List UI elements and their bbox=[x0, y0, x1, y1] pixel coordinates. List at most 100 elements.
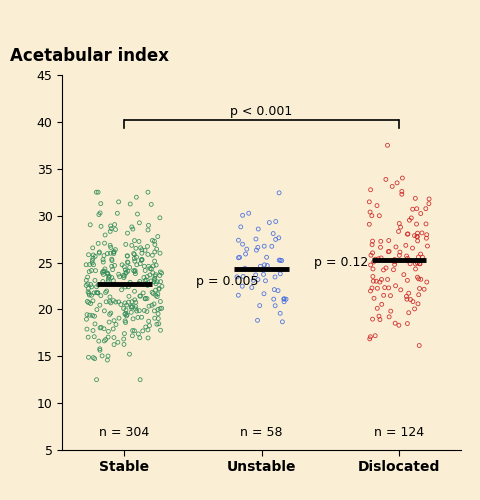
Point bbox=[153, 245, 160, 253]
Point bbox=[115, 314, 123, 322]
Point bbox=[397, 223, 405, 231]
Point bbox=[375, 212, 383, 220]
Point bbox=[99, 270, 107, 278]
Point bbox=[109, 296, 117, 304]
Point bbox=[372, 332, 379, 340]
Point bbox=[99, 256, 107, 264]
Point bbox=[100, 337, 108, 345]
Point bbox=[280, 295, 288, 303]
Point bbox=[88, 266, 96, 274]
Point bbox=[122, 306, 130, 314]
Point bbox=[139, 327, 146, 335]
Point bbox=[86, 221, 94, 229]
Point bbox=[91, 312, 98, 320]
Point bbox=[109, 266, 117, 274]
Point bbox=[108, 256, 116, 264]
Point bbox=[239, 240, 246, 248]
Point bbox=[409, 205, 417, 213]
Point bbox=[423, 242, 431, 250]
Point bbox=[94, 289, 102, 297]
Point bbox=[400, 270, 408, 278]
Point bbox=[85, 291, 93, 299]
Point bbox=[108, 255, 116, 263]
Point bbox=[142, 294, 149, 302]
Point bbox=[137, 292, 144, 300]
Point bbox=[88, 259, 96, 267]
Point bbox=[84, 273, 92, 281]
Point bbox=[391, 256, 398, 264]
Point bbox=[414, 259, 421, 267]
Point bbox=[84, 333, 92, 341]
Point bbox=[406, 216, 413, 224]
Point bbox=[88, 256, 96, 264]
Point bbox=[122, 318, 130, 326]
Point bbox=[84, 298, 91, 306]
Point bbox=[91, 320, 99, 328]
Point bbox=[86, 311, 94, 319]
Point bbox=[125, 283, 132, 291]
Point bbox=[132, 298, 140, 306]
Point bbox=[276, 256, 283, 264]
Point bbox=[111, 220, 119, 228]
Point bbox=[111, 262, 119, 270]
Point bbox=[128, 302, 135, 310]
Point bbox=[120, 330, 128, 338]
Point bbox=[97, 200, 105, 207]
Point bbox=[252, 246, 260, 254]
Text: n = 58: n = 58 bbox=[240, 426, 283, 439]
Point bbox=[124, 267, 132, 275]
Point bbox=[144, 334, 152, 342]
Point bbox=[108, 262, 116, 270]
Point bbox=[131, 288, 138, 296]
Point bbox=[104, 250, 111, 258]
Point bbox=[152, 280, 160, 287]
Point bbox=[95, 240, 102, 248]
Point bbox=[120, 340, 128, 348]
Point bbox=[94, 281, 102, 289]
Point bbox=[144, 188, 152, 196]
Point bbox=[123, 311, 131, 319]
Point bbox=[156, 298, 164, 306]
Point bbox=[93, 188, 100, 196]
Point bbox=[398, 188, 406, 196]
Point bbox=[103, 269, 111, 277]
Point bbox=[366, 335, 373, 343]
Point bbox=[367, 333, 374, 341]
Point bbox=[85, 290, 93, 298]
Point bbox=[412, 260, 420, 268]
Point bbox=[138, 246, 146, 254]
Point bbox=[125, 292, 133, 300]
Point bbox=[150, 300, 158, 308]
Point bbox=[101, 239, 108, 247]
Point bbox=[148, 252, 156, 260]
Point bbox=[142, 276, 150, 284]
Point bbox=[141, 266, 149, 274]
Point bbox=[276, 310, 284, 318]
Point bbox=[149, 268, 156, 276]
Point bbox=[106, 298, 114, 306]
Point bbox=[239, 282, 246, 290]
Point bbox=[395, 228, 402, 235]
Point bbox=[151, 240, 159, 248]
Point bbox=[242, 250, 250, 258]
Point bbox=[135, 219, 143, 227]
Point bbox=[151, 314, 158, 322]
Point bbox=[260, 270, 267, 278]
Point bbox=[382, 176, 390, 184]
Point bbox=[146, 264, 154, 272]
Point bbox=[369, 265, 377, 273]
Point bbox=[414, 300, 422, 308]
Point bbox=[235, 291, 242, 299]
Point bbox=[116, 272, 123, 280]
Point bbox=[263, 254, 270, 262]
Point bbox=[413, 204, 420, 212]
Point bbox=[411, 232, 419, 239]
Point bbox=[133, 261, 141, 269]
Point bbox=[138, 249, 145, 257]
Point bbox=[404, 320, 411, 328]
Point bbox=[367, 186, 374, 194]
Point bbox=[89, 251, 97, 259]
Point bbox=[100, 325, 108, 333]
Point bbox=[98, 268, 106, 276]
Point bbox=[144, 226, 152, 234]
